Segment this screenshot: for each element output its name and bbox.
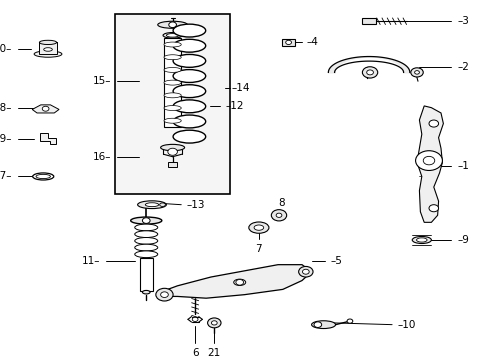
Circle shape [142,218,150,224]
Circle shape [167,148,177,155]
Text: 17–: 17– [0,171,12,181]
Text: –5: –5 [330,256,342,266]
Ellipse shape [33,173,54,180]
Ellipse shape [158,21,187,28]
Circle shape [362,67,377,78]
Ellipse shape [163,42,181,47]
Bar [362,18,375,24]
Ellipse shape [40,40,57,45]
Text: –1: –1 [457,161,468,171]
Text: 8: 8 [278,198,285,208]
Bar [167,162,177,167]
Text: –12: –12 [225,101,244,111]
Ellipse shape [135,231,158,238]
Ellipse shape [135,238,158,244]
Text: 21: 21 [207,347,221,357]
Ellipse shape [163,55,181,60]
Text: 18–: 18– [0,103,12,113]
Ellipse shape [173,130,205,143]
Circle shape [414,71,419,74]
Circle shape [415,151,442,171]
Ellipse shape [135,244,158,251]
Circle shape [211,321,217,325]
Bar [139,258,153,291]
Circle shape [156,288,173,301]
Ellipse shape [130,217,162,224]
Text: –14: –14 [231,83,249,93]
Circle shape [428,120,438,127]
Polygon shape [32,105,59,113]
Ellipse shape [142,291,150,294]
Circle shape [428,205,438,212]
Circle shape [207,318,221,328]
Circle shape [168,22,176,28]
Circle shape [366,70,373,75]
Ellipse shape [135,224,158,231]
Circle shape [313,322,321,328]
Text: 15–: 15– [93,76,111,86]
Ellipse shape [173,115,205,128]
Text: –13: –13 [186,200,205,210]
Circle shape [410,68,423,77]
Polygon shape [158,265,311,298]
Bar [281,39,295,46]
Ellipse shape [173,85,205,98]
Polygon shape [40,133,56,144]
Ellipse shape [163,93,181,98]
Ellipse shape [135,251,158,258]
Circle shape [302,269,308,274]
Bar [163,38,181,127]
Text: –3: –3 [457,16,468,26]
Text: –2: –2 [457,62,468,72]
Text: –10: –10 [397,320,415,330]
Ellipse shape [311,321,335,329]
Ellipse shape [36,174,50,179]
Ellipse shape [173,24,205,37]
Ellipse shape [173,39,205,52]
Ellipse shape [43,48,52,51]
Text: 19–: 19– [0,134,12,144]
Circle shape [160,292,168,297]
Ellipse shape [145,203,159,207]
Circle shape [42,106,49,111]
Circle shape [423,156,434,165]
Ellipse shape [160,144,184,151]
Ellipse shape [173,100,205,113]
Text: 20–: 20– [0,45,12,54]
Ellipse shape [163,80,181,85]
Ellipse shape [160,203,165,206]
Ellipse shape [416,238,426,242]
Ellipse shape [163,105,181,111]
Text: 6: 6 [191,347,198,357]
Circle shape [276,213,281,217]
Polygon shape [416,106,443,222]
Circle shape [298,266,312,277]
Ellipse shape [248,222,268,233]
Ellipse shape [411,237,430,243]
Ellipse shape [254,225,263,230]
Ellipse shape [137,201,166,208]
Ellipse shape [163,32,182,38]
Text: –9: –9 [457,235,468,245]
Bar [40,42,57,54]
Text: 11–: 11– [82,256,101,266]
Ellipse shape [163,67,181,72]
Circle shape [346,319,352,323]
Ellipse shape [166,33,179,37]
Circle shape [271,210,286,221]
Ellipse shape [233,279,245,285]
Ellipse shape [173,69,205,82]
Circle shape [235,279,243,285]
Ellipse shape [34,51,62,57]
Circle shape [192,317,198,321]
Ellipse shape [173,54,205,67]
Text: 16–: 16– [93,152,111,162]
Text: 7: 7 [255,243,262,253]
Ellipse shape [163,118,181,123]
Bar [115,14,230,194]
Text: –4: –4 [306,37,318,48]
Circle shape [285,40,291,45]
